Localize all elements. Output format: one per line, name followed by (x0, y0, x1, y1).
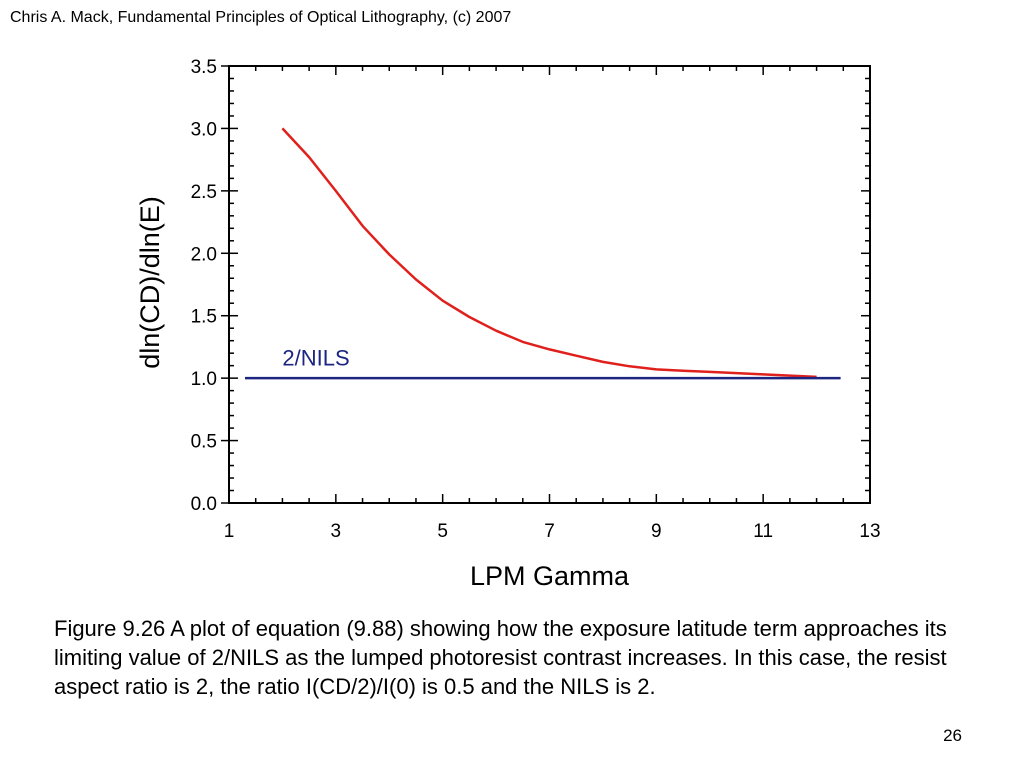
plot-frame (228, 65, 871, 504)
x-tick-label: 5 (437, 521, 448, 542)
y-tick-label: 1.5 (191, 307, 217, 328)
page-number: 26 (943, 726, 962, 745)
y-axis-label: dln(CD)/dln(E) (135, 196, 165, 369)
y-tick-label: 0.0 (191, 494, 217, 515)
x-tick-label: 13 (859, 521, 880, 542)
y-tick-label: 3.0 (191, 119, 217, 140)
series-line-curve (281, 127, 817, 379)
figure-caption: Figure 9.26 A plot of equation (9.88) sh… (54, 616, 947, 699)
x-tick-label: 9 (651, 521, 662, 542)
slide-header: Chris A. Mack, Fundamental Principles of… (10, 9, 512, 26)
y-tick-label: 1.0 (191, 369, 217, 390)
x-tick-label: 1 (224, 521, 235, 542)
y-tick-label: 2.5 (191, 182, 217, 203)
x-tick-label: 3 (331, 521, 342, 542)
x-tick-label: 11 (753, 521, 773, 542)
y-tick-label: 3.5 (191, 57, 217, 78)
y-tick-label: 0.5 (191, 432, 217, 453)
x-axis-label: LPM Gamma (470, 561, 630, 591)
annotation-2-nils: 2/NILS (282, 346, 349, 371)
y-tick-label: 2.0 (191, 244, 217, 265)
x-tick-label: 7 (544, 521, 555, 542)
